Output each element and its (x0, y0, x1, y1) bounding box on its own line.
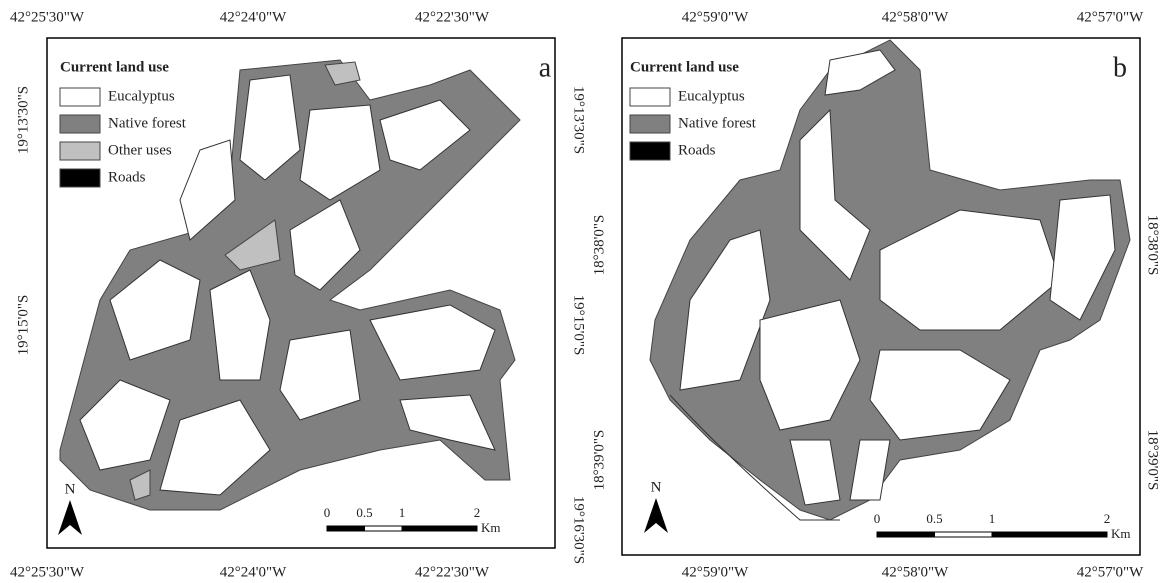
eucalyptus-patch (279, 329, 361, 421)
legend-label: Native forest (678, 115, 757, 131)
scale-label: 2 (474, 505, 481, 520)
north-label: N (651, 479, 662, 495)
legend-label: Native forest (108, 115, 187, 131)
panel-letter: a (539, 52, 552, 83)
eucalyptus-patch (1049, 194, 1116, 321)
scale-segment (401, 525, 478, 532)
scale-unit: Km (1111, 526, 1131, 541)
legend-swatch (629, 87, 671, 107)
top-coordinate: 42°24'0"W (220, 9, 287, 25)
eucalyptus-patch (799, 108, 871, 281)
eucalyptus-patch (159, 399, 271, 496)
eucalyptus-patch (299, 104, 381, 201)
north-arrow (58, 500, 82, 535)
top-coordinate: 42°58'0"W (882, 9, 949, 25)
left-coordinate: 18°39'0"S (591, 430, 607, 491)
bottom-coordinate: 42°57'0"W (1077, 564, 1144, 580)
other-uses-patch (224, 219, 281, 271)
right-coordinate: 19°15'0"S (571, 295, 587, 356)
eucalyptus-patch (79, 379, 171, 471)
bottom-coordinate: 42°58'0"W (882, 564, 949, 580)
left-coordinate: 19°15'0"S (15, 295, 31, 356)
eucalyptus-patch (399, 394, 496, 451)
scale-label: 0 (324, 505, 331, 520)
legend-label: Eucalyptus (678, 88, 745, 104)
native-forest (59, 59, 521, 511)
bottom-coordinate: 42°25'30"W (10, 564, 85, 580)
eucalyptus-patch (369, 304, 496, 381)
legend-swatch (59, 114, 101, 134)
bottom-coordinate: 42°22'30"W (415, 564, 490, 580)
north-label: N (65, 481, 76, 497)
scale-segment (364, 525, 403, 532)
legend-label: Eucalyptus (108, 88, 175, 104)
scale-segment (934, 531, 993, 538)
scale-segment (991, 531, 1108, 538)
panel-letter: b (1113, 52, 1127, 83)
top-coordinate: 42°22'30"W (415, 9, 490, 25)
scale-label: 0 (874, 511, 881, 526)
other-uses-patch (129, 469, 151, 501)
scale-segment (326, 525, 365, 532)
eucalyptus-patch (869, 349, 1011, 441)
right-coordinate: 19°16'30"S (571, 496, 587, 564)
panel-b-map (649, 39, 1131, 521)
right-coordinate: 18°38'0"S (1145, 215, 1160, 276)
top-coordinate: 42°25'30"W (10, 9, 85, 25)
legend-title: Current land use (60, 59, 169, 75)
bottom-coordinate: 42°24'0"W (220, 564, 287, 580)
scale-label: 0.5 (926, 511, 942, 526)
other-uses-patch (324, 61, 361, 86)
legend-title: Current land use (630, 59, 739, 75)
left-coordinate: 18°38'0"S (591, 215, 607, 276)
eucalyptus-patch (789, 439, 841, 506)
top-coordinate: 42°57'0"W (1077, 9, 1144, 25)
north-arrow (644, 498, 668, 533)
legend-label: Other uses (108, 142, 172, 158)
legend-swatch (59, 168, 101, 188)
eucalyptus-patch (289, 199, 361, 291)
eucalyptus-patch (849, 439, 891, 501)
eucalyptus-patch (239, 74, 301, 181)
right-coordinate: 19°13'30"S (571, 86, 587, 154)
eucalyptus-patch (679, 229, 771, 391)
legend-swatch (59, 141, 101, 161)
scale-label: 1 (989, 511, 996, 526)
legend-swatch (59, 87, 101, 107)
top-coordinate: 42°59'0"W (682, 9, 749, 25)
legend-swatch (629, 141, 671, 161)
scale-unit: Km (481, 520, 501, 535)
eucalyptus-patch (879, 209, 1061, 331)
scale-label: 1 (399, 505, 406, 520)
eucalyptus-patch (109, 259, 201, 361)
legend-swatch (629, 114, 671, 134)
scale-segment (876, 531, 935, 538)
bottom-coordinate: 42°59'0"W (682, 564, 749, 580)
eucalyptus-patch (759, 299, 861, 431)
left-coordinate: 19°13'30"S (15, 86, 31, 154)
panel-a-map (59, 59, 521, 511)
scale-label: 0.5 (356, 505, 372, 520)
eucalyptus-patch (379, 99, 471, 171)
scale-label: 2 (1104, 511, 1111, 526)
eucalyptus-patch (824, 49, 896, 96)
legend-label: Roads (108, 169, 146, 185)
eucalyptus-patch (179, 139, 236, 241)
eucalyptus-patch (209, 269, 271, 381)
road (669, 394, 840, 521)
legend-label: Roads (678, 142, 716, 158)
right-coordinate: 18°39'0"S (1145, 430, 1160, 491)
